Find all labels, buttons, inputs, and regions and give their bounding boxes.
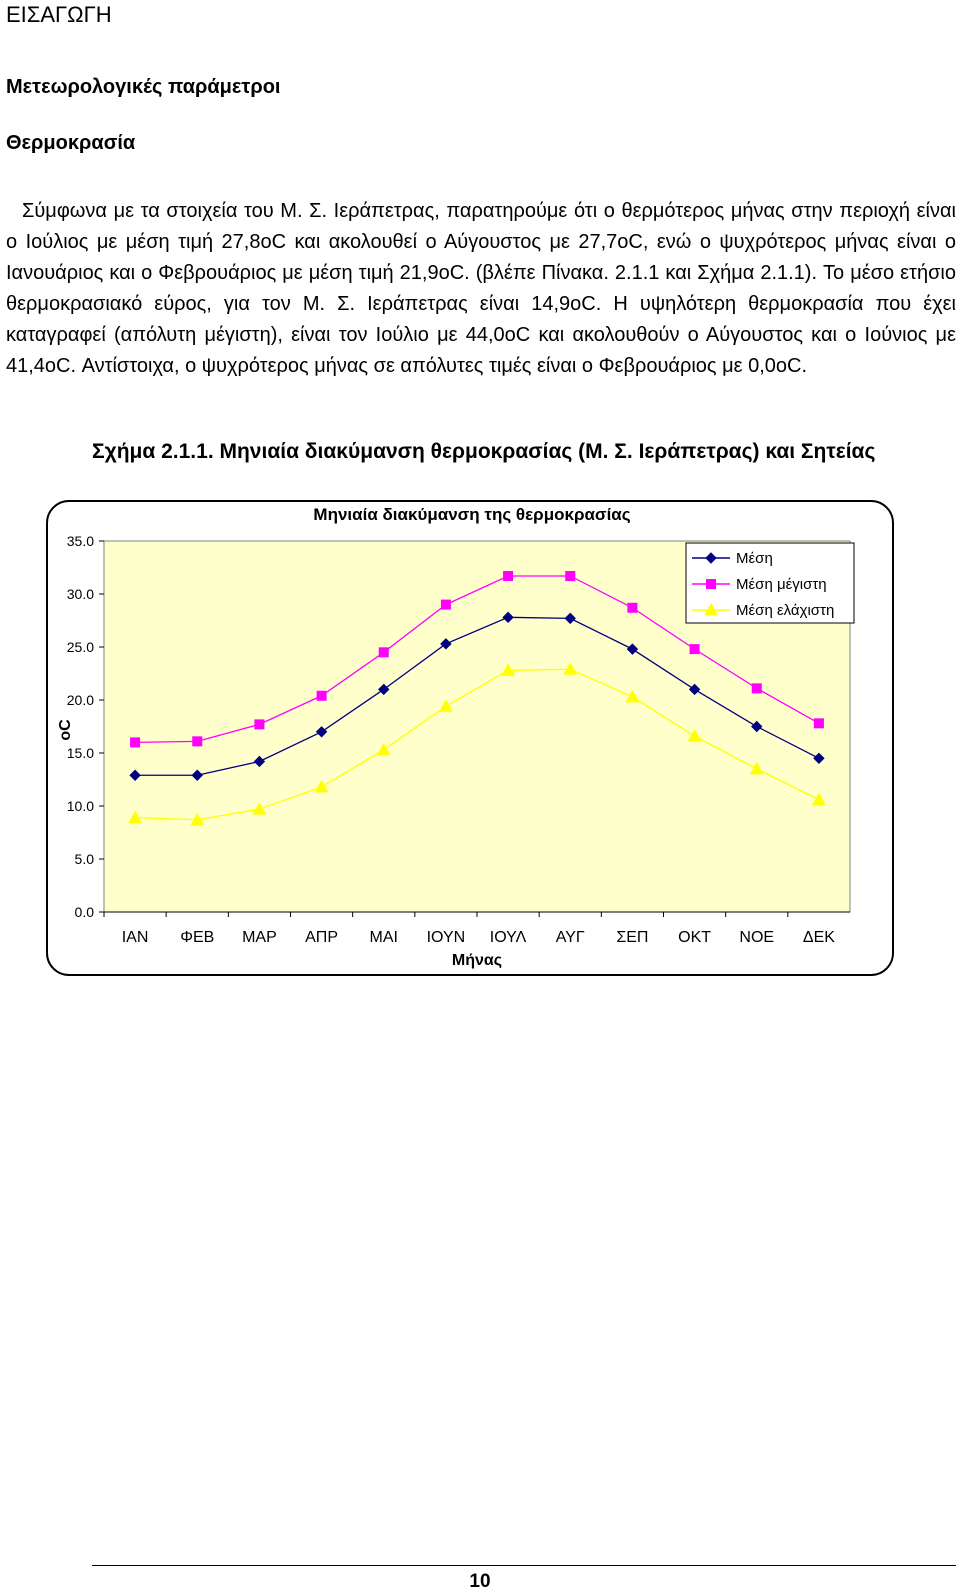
x-tick-label: ΣΕΠ: [616, 929, 648, 946]
data-point-square: [706, 579, 716, 589]
data-point-diamond: [253, 755, 266, 768]
data-point-diamond: [813, 752, 825, 765]
data-point-square: [440, 599, 451, 610]
data-point-triangle: [563, 662, 578, 675]
data-point-diamond: [129, 769, 141, 781]
data-point-square: [254, 719, 265, 730]
data-point-diamond: [440, 638, 452, 650]
x-tick-label: ΑΠΡ: [305, 929, 338, 946]
data-point-triangle: [704, 602, 718, 616]
data-point-square: [627, 602, 638, 613]
data-point-square: [565, 570, 576, 581]
x-tick-label: ΦΕΒ: [180, 929, 214, 946]
x-tick-label: ΜΑΡ: [242, 929, 277, 946]
legend-label: Μέση: [736, 550, 773, 567]
x-tick-label: ΑΥΓ: [556, 929, 585, 946]
data-point-square: [378, 647, 389, 658]
data-point-triangle: [190, 812, 205, 826]
legend-label: Μέση μέγιστη: [736, 576, 827, 593]
series-line: [135, 616, 820, 776]
y-tick-label: 35.0: [67, 533, 94, 549]
data-point-triangle: [376, 742, 391, 756]
data-point-diamond: [315, 726, 328, 738]
data-point-square: [130, 737, 141, 748]
y-tick-label: 20.0: [67, 692, 94, 708]
page-number: 10: [469, 1571, 491, 1592]
data-point-diamond: [626, 643, 639, 655]
section-header: ΕΙΣΑΓΩΓΗ: [6, 2, 112, 27]
x-axis-label: Μήνας: [452, 952, 502, 969]
data-point-diamond: [564, 612, 576, 625]
data-point-triangle: [501, 663, 515, 676]
data-point-diamond: [191, 769, 203, 781]
data-point-triangle: [128, 810, 142, 824]
data-point-square: [503, 570, 514, 581]
data-point-triangle: [687, 728, 702, 742]
data-point-diamond: [705, 552, 717, 564]
data-point-triangle: [749, 761, 764, 775]
legend-label: Μέση ελάχιστη: [736, 602, 834, 619]
figure-caption: Σχήμα 2.1.1. Μηνιαία διακύμανση θερμοκρα…: [92, 440, 876, 463]
x-tick-label: ΝΟΕ: [739, 929, 774, 946]
data-point-triangle: [812, 792, 826, 806]
x-tick-label: ΔΕΚ: [803, 929, 835, 946]
chart-title: Μηνιαία διακύμανση της θερμοκρασίας: [313, 505, 630, 524]
data-point-square: [751, 683, 762, 694]
body-paragraph: Σύμφωνα με τα στοιχεία του Μ. Σ. Ιεράπετ…: [6, 200, 956, 377]
data-point-triangle: [314, 779, 329, 793]
data-point-diamond: [378, 683, 390, 696]
data-point-square: [813, 718, 824, 729]
x-tick-label: ΙΟΥΝ: [427, 929, 466, 946]
y-tick-label: 25.0: [67, 639, 94, 655]
series-line: [135, 668, 820, 821]
temperature-chart: Μηνιαία διακύμανση της θερμοκρασίας oC Μ…: [46, 500, 894, 976]
data-point-diamond: [688, 683, 701, 696]
y-tick-label: 5.0: [75, 851, 95, 867]
data-point-diamond: [751, 720, 763, 733]
data-point-triangle: [625, 689, 640, 703]
x-tick-label: ΜΑΙ: [370, 929, 398, 946]
footer-rule: [92, 1565, 956, 1566]
y-tick-label: 10.0: [67, 798, 94, 814]
data-point-square: [689, 644, 700, 655]
data-point-triangle: [439, 699, 453, 712]
data-point-square: [316, 690, 327, 701]
data-point-square: [192, 736, 203, 747]
x-tick-label: ΟΚΤ: [678, 929, 711, 946]
series-line: [135, 575, 820, 744]
x-tick-label: ΙΟΥΛ: [490, 929, 527, 946]
y-tick-label: 15.0: [67, 745, 94, 761]
legend: Μέση Μέση μέγιστη Μέση ελάχιστη: [685, 542, 855, 624]
y-tick-label: 30.0: [67, 586, 94, 602]
y-tick-label: 0.0: [75, 904, 95, 920]
data-point-diamond: [502, 611, 514, 624]
heading-temperature: Θερμοκρασία: [6, 132, 136, 154]
x-tick-label: ΙΑΝ: [122, 929, 149, 946]
data-point-triangle: [252, 802, 267, 815]
y-axis-label: oC: [57, 719, 74, 741]
heading-meteorological-parameters: Μετεωρολογικές παράμετροι: [6, 76, 281, 98]
